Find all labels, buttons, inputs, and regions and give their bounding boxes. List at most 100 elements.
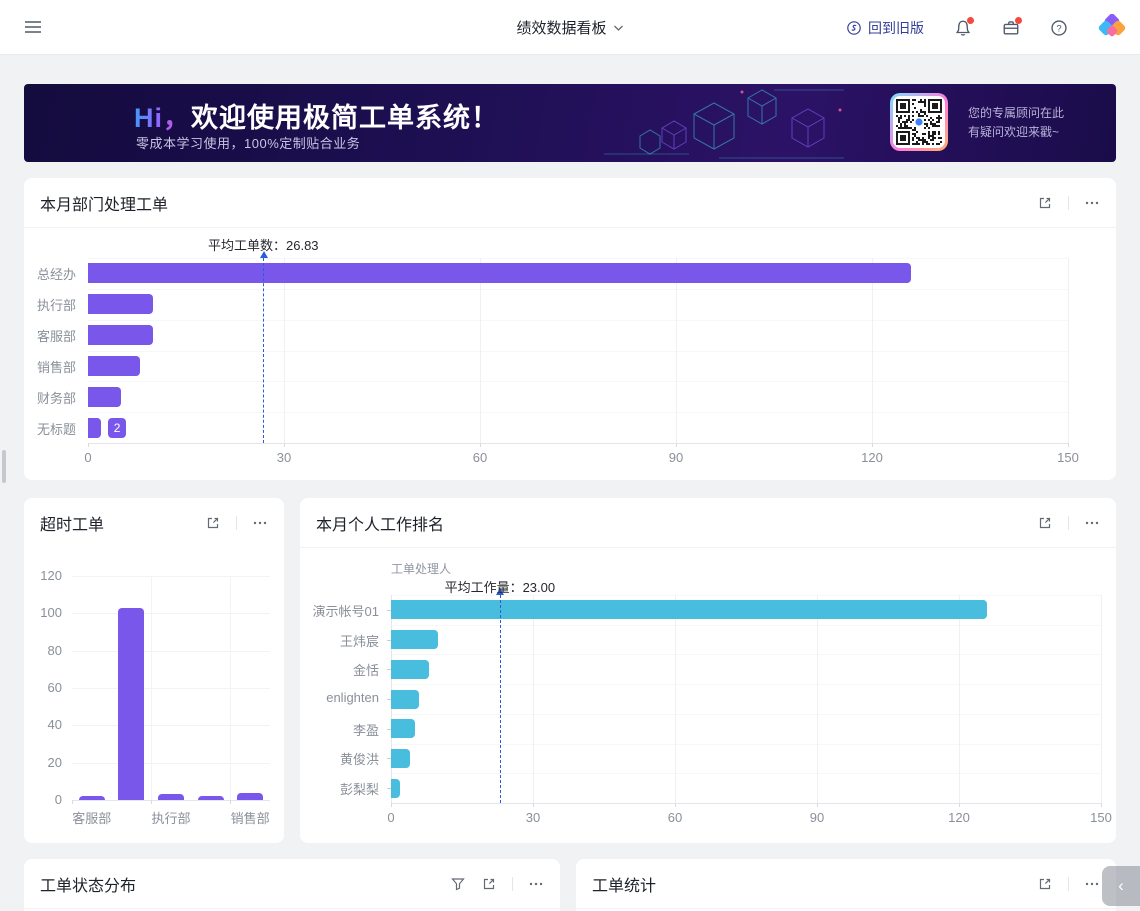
category-label: 金恬 [352,663,379,679]
bar[interactable] [391,778,401,798]
dept-orders-chart: 0 30 60 90 120 150 总经办 执行部 客服部 销售部 财务部 无标题 平均工单数：26.… [24,178,1116,480]
average-line [263,258,265,443]
axis-tick [1101,803,1102,807]
grid-line [72,576,270,577]
topbar: 绩效数据看板 回到旧版 [0,0,1140,55]
grid-line [391,713,1101,715]
collapse-panel-handle[interactable]: ‹ [1102,866,1140,906]
more-icon[interactable] [252,515,268,531]
average-line-arrow [259,251,268,258]
scrollbar-thumb[interactable] [2,450,6,483]
divider [236,516,237,530]
expand-icon[interactable] [481,876,497,892]
bell-icon [955,20,971,36]
card-header: 本月部门处理工单 [24,178,1116,228]
bar[interactable] [88,294,154,315]
dashboard-title-dropdown[interactable]: 绩效数据看板 [516,0,623,55]
workbench-button[interactable] [1002,16,1022,37]
grid-line [151,576,153,800]
grid-line [72,688,270,689]
axis-tick [88,443,89,447]
bar[interactable] [158,794,184,800]
notifications-button[interactable] [954,16,974,37]
bar[interactable] [88,417,102,438]
card-header: 超时工单 [24,498,284,548]
banner-subtitle: 零成本学习使用，100%定制贴合业务 [136,136,361,151]
bar[interactable] [391,630,439,650]
category-label: 无标题 [36,421,76,437]
bar[interactable] [391,600,988,620]
bar[interactable] [391,719,415,739]
card-actions [1037,195,1100,211]
bar-value-badge: 2 [108,417,127,438]
grid-line [88,412,1068,414]
axis-tick [817,803,818,807]
card-actions [450,876,544,892]
expand-icon[interactable] [1037,876,1053,892]
grid-line [88,258,1068,259]
bar[interactable] [118,607,145,800]
banner-title-rest: 欢迎使用极简工单系统！ [191,103,499,133]
grid-line [959,595,960,803]
grid-line [872,258,873,443]
axis-tick [72,800,73,804]
app-logo[interactable] [1098,13,1126,42]
grid-line [72,613,270,615]
back-to-old-version-button[interactable]: 回到旧版 [846,18,924,38]
more-icon[interactable] [528,876,544,892]
bar[interactable] [391,689,420,709]
help-button[interactable]: ? [1050,19,1068,37]
bar[interactable] [88,355,141,376]
qr-code [890,93,948,151]
axis-tick [387,728,391,730]
bar[interactable] [197,796,224,800]
filter-icon[interactable] [450,876,466,892]
expand-icon[interactable] [1037,195,1053,211]
notification-dot [1015,16,1022,24]
grid-line [88,319,1068,321]
qr-caption-line1: 您的专属顾问在此 [968,106,1065,120]
card-status-dist: 工单状态分布 [24,859,560,911]
category-label: 客服部 [36,329,76,345]
tick-label: 60 [667,810,683,825]
grid-line [391,624,1101,626]
more-icon[interactable] [1084,515,1100,531]
tick-label: 120 [861,450,883,465]
axis-tick [676,443,677,447]
category-label: 销售部 [36,359,76,375]
bar[interactable] [88,386,121,407]
tick-label: 150 [1057,450,1079,465]
axis-tick [230,800,232,804]
menu-icon[interactable] [24,20,42,34]
grid-line [391,595,1101,596]
axis-tick [151,800,153,804]
briefcase-icon [1003,20,1019,35]
card-header: 本月个人工作排名 [300,498,1116,548]
bar[interactable] [88,325,154,346]
tick-label: 90 [809,810,825,825]
notification-dot [967,16,974,24]
category-label: 彭梨梨 [339,782,379,798]
tick-label: 60 [472,450,488,465]
category-label: 财务部 [36,390,76,406]
bar[interactable] [391,659,429,679]
expand-icon[interactable] [1037,515,1053,531]
average-line [499,595,501,803]
more-icon[interactable] [1084,876,1100,892]
card-overtime: 0 20 40 60 80 100 120 客服部 执行部 销售部 超时工单 [24,498,284,843]
banner-title: Hi，欢迎使用极简工单系统！ [134,96,499,135]
card-actions [1037,515,1100,531]
card-actions [205,515,268,531]
grid-line [676,258,677,443]
more-icon[interactable] [1084,195,1100,211]
bar[interactable] [391,748,410,768]
grid-line [391,773,1101,775]
bar[interactable] [88,263,912,284]
bar[interactable] [78,796,105,800]
average-label: 平均工作量：23.00 [444,580,556,595]
svg-text:?: ? [1056,23,1061,34]
expand-icon[interactable] [205,515,221,531]
axis-line [88,443,1068,444]
card-header: 工单统计 [576,859,1116,909]
bar[interactable] [237,792,264,800]
